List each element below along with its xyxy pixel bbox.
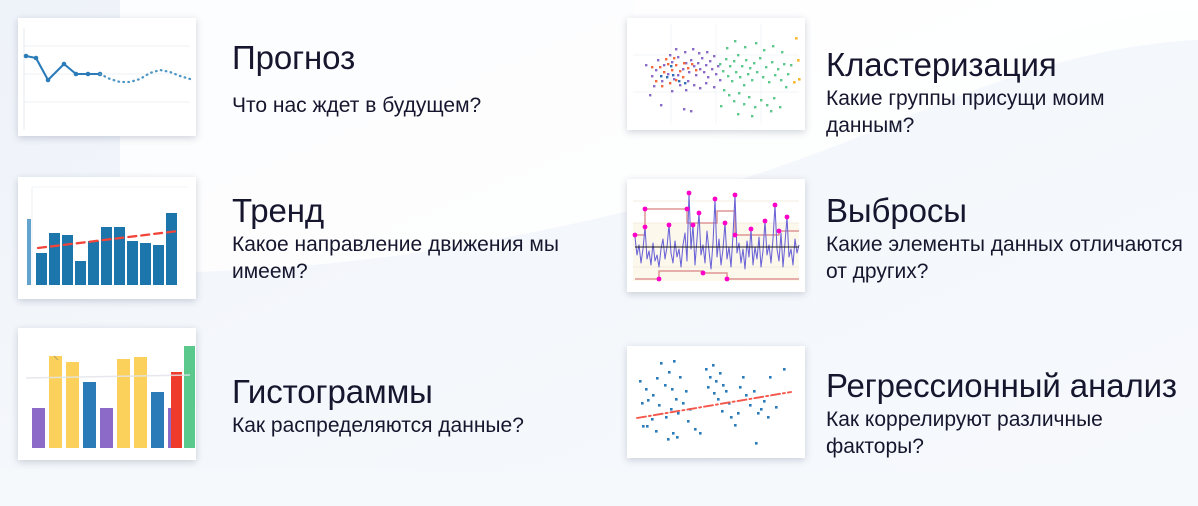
feature-title-clustering: Кластеризация [826, 46, 1057, 83]
feature-item-trend[interactable]: Тренд Какое направление движения мы имее… [0, 165, 600, 320]
feature-subtitle-clustering: Какие группы присущи моим данным? [826, 86, 1105, 137]
histograms-chart-thumbnail[interactable] [18, 328, 196, 460]
outliers-text-block: Выбросы Какие элементы данных отличаются… [826, 179, 1198, 286]
feature-subtitle-regression: Как коррелируют различные факторы? [826, 407, 1103, 458]
histograms-text-block: Гистограммы Как распределяются данные? [232, 328, 600, 440]
feature-item-clustering[interactable]: Кластеризация Какие группы присущи моим … [600, 0, 1198, 165]
feature-title-forecast: Прогноз [232, 39, 356, 76]
forecast-chart-thumbnail[interactable] [18, 18, 196, 136]
trend-chart-thumbnail[interactable] [18, 177, 196, 299]
feature-item-histograms[interactable]: Гистограммы Как распределяются данные? [0, 320, 600, 506]
feature-item-regression[interactable]: Регрессионный анализ Как коррелируют раз… [600, 320, 1198, 506]
regression-text-block: Регрессионный анализ Как коррелируют раз… [826, 346, 1198, 461]
clustering-text-block: Кластеризация Какие группы присущи моим … [826, 18, 1198, 140]
feature-title-outliers: Выбросы [826, 192, 967, 229]
feature-item-forecast[interactable]: Прогноз Что нас ждет в будущем? [0, 0, 600, 165]
feature-title-histograms: Гистограммы [232, 373, 433, 410]
feature-subtitle-histograms: Как распределяются данные? [232, 413, 524, 437]
trend-text-block: Тренд Какое направление движения мы имее… [232, 177, 600, 286]
outliers-chart-thumbnail[interactable] [627, 179, 805, 292]
feature-subtitle-outliers: Какие элементы данных отличаются от друг… [826, 232, 1183, 283]
feature-title-regression: Регрессионный анализ [826, 367, 1177, 404]
feature-subtitle-trend: Какое направление движения мы имеем? [232, 232, 559, 283]
regression-chart-thumbnail[interactable] [627, 346, 805, 458]
feature-item-outliers[interactable]: Выбросы Какие элементы данных отличаются… [600, 165, 1198, 320]
feature-title-trend: Тренд [232, 192, 324, 229]
feature-subtitle-forecast: Что нас ждет в будущем? [232, 93, 482, 117]
forecast-text-block: Прогноз Что нас ждет в будущем? [232, 18, 600, 120]
clustering-chart-thumbnail[interactable] [627, 18, 805, 130]
